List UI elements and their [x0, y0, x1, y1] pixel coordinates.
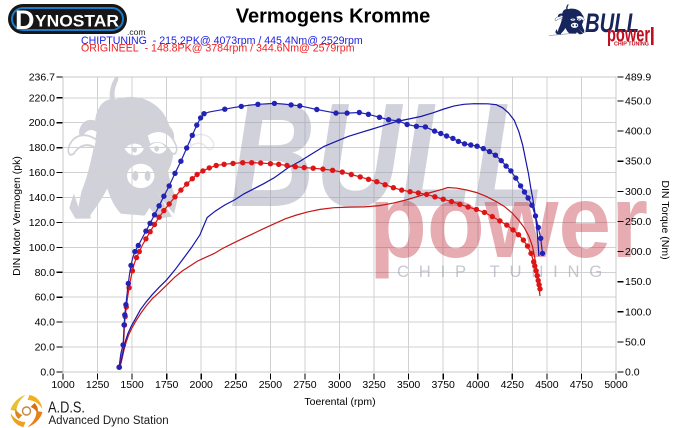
svg-text:YNOSTAR: YNOSTAR: [35, 13, 119, 31]
svg-text:1250: 1250: [86, 379, 110, 391]
svg-text:20.0: 20.0: [35, 342, 56, 354]
svg-text:Vermogens Kromme: Vermogens Kromme: [236, 6, 431, 28]
svg-text:400.0: 400.0: [625, 126, 651, 138]
svg-text:3000: 3000: [328, 379, 352, 391]
svg-text:3250: 3250: [362, 379, 386, 391]
svg-text:50.0: 50.0: [625, 336, 646, 348]
svg-text:200.0: 200.0: [625, 246, 651, 258]
svg-text:40.0: 40.0: [35, 317, 56, 329]
svg-text:450.0: 450.0: [625, 96, 651, 108]
svg-text:power: power: [607, 24, 650, 47]
svg-text:CHIP TUNING: CHIP TUNING: [614, 42, 649, 48]
svg-text:CHIP TUNING: CHIP TUNING: [397, 262, 612, 281]
svg-text:2000: 2000: [190, 379, 214, 391]
svg-text:350.0: 350.0: [625, 156, 651, 168]
svg-text:4000: 4000: [466, 379, 490, 391]
svg-text:3750: 3750: [432, 379, 456, 391]
svg-text:A.D.S.: A.D.S.: [48, 400, 85, 417]
svg-text:Advanced Dyno Station: Advanced Dyno Station: [49, 415, 169, 427]
svg-text:5000: 5000: [604, 379, 628, 391]
svg-text:300.0: 300.0: [625, 186, 651, 198]
svg-text:2250: 2250: [224, 379, 248, 391]
svg-text:1000: 1000: [51, 379, 75, 391]
svg-text:BULL: BULL: [585, 8, 639, 38]
svg-text:80.0: 80.0: [35, 267, 56, 279]
svg-text:250.0: 250.0: [625, 216, 651, 228]
svg-text:120.0: 120.0: [29, 217, 55, 229]
svg-text:Toerental (rpm): Toerental (rpm): [304, 396, 375, 408]
svg-text:2750: 2750: [293, 379, 317, 391]
svg-text:160.0: 160.0: [29, 167, 55, 179]
svg-text:D: D: [15, 5, 35, 35]
svg-text:0.0: 0.0: [625, 367, 640, 379]
svg-text:2500: 2500: [259, 379, 283, 391]
svg-text:1500: 1500: [120, 379, 144, 391]
svg-text:BULL: BULL: [230, 73, 545, 238]
svg-text:236.7: 236.7: [29, 72, 55, 84]
svg-text:489.9: 489.9: [625, 72, 651, 84]
svg-text:CHIPTUNING - 215.2PK@ 4073rpm: CHIPTUNING - 215.2PK@ 4073rpm / 445.4Nm@…: [81, 35, 363, 47]
svg-text:4500: 4500: [535, 379, 559, 391]
svg-text:1750: 1750: [155, 379, 179, 391]
svg-text:DIN Motor Vermogen (pk): DIN Motor Vermogen (pk): [11, 156, 23, 276]
svg-text:100.0: 100.0: [625, 306, 651, 318]
svg-text:4250: 4250: [501, 379, 525, 391]
svg-text:power: power: [369, 164, 648, 280]
svg-text:150.0: 150.0: [625, 276, 651, 288]
svg-text:ORIGINEEL - 148.8PK@ 3784rpm: ORIGINEEL - 148.8PK@ 3784rpm / 344.6Nm@ …: [81, 43, 355, 55]
svg-text:3500: 3500: [397, 379, 421, 391]
svg-text:180.0: 180.0: [29, 142, 55, 154]
svg-text:DIN Torque (Nm): DIN Torque (Nm): [659, 180, 671, 259]
svg-text:60.0: 60.0: [35, 292, 56, 304]
svg-text:140.0: 140.0: [29, 192, 55, 204]
svg-text:.com: .com: [127, 27, 145, 37]
svg-text:100.0: 100.0: [29, 242, 55, 254]
svg-text:0.0: 0.0: [40, 367, 55, 379]
svg-text:4750: 4750: [570, 379, 594, 391]
svg-text:200.0: 200.0: [29, 117, 55, 129]
svg-text:220.0: 220.0: [29, 92, 55, 104]
